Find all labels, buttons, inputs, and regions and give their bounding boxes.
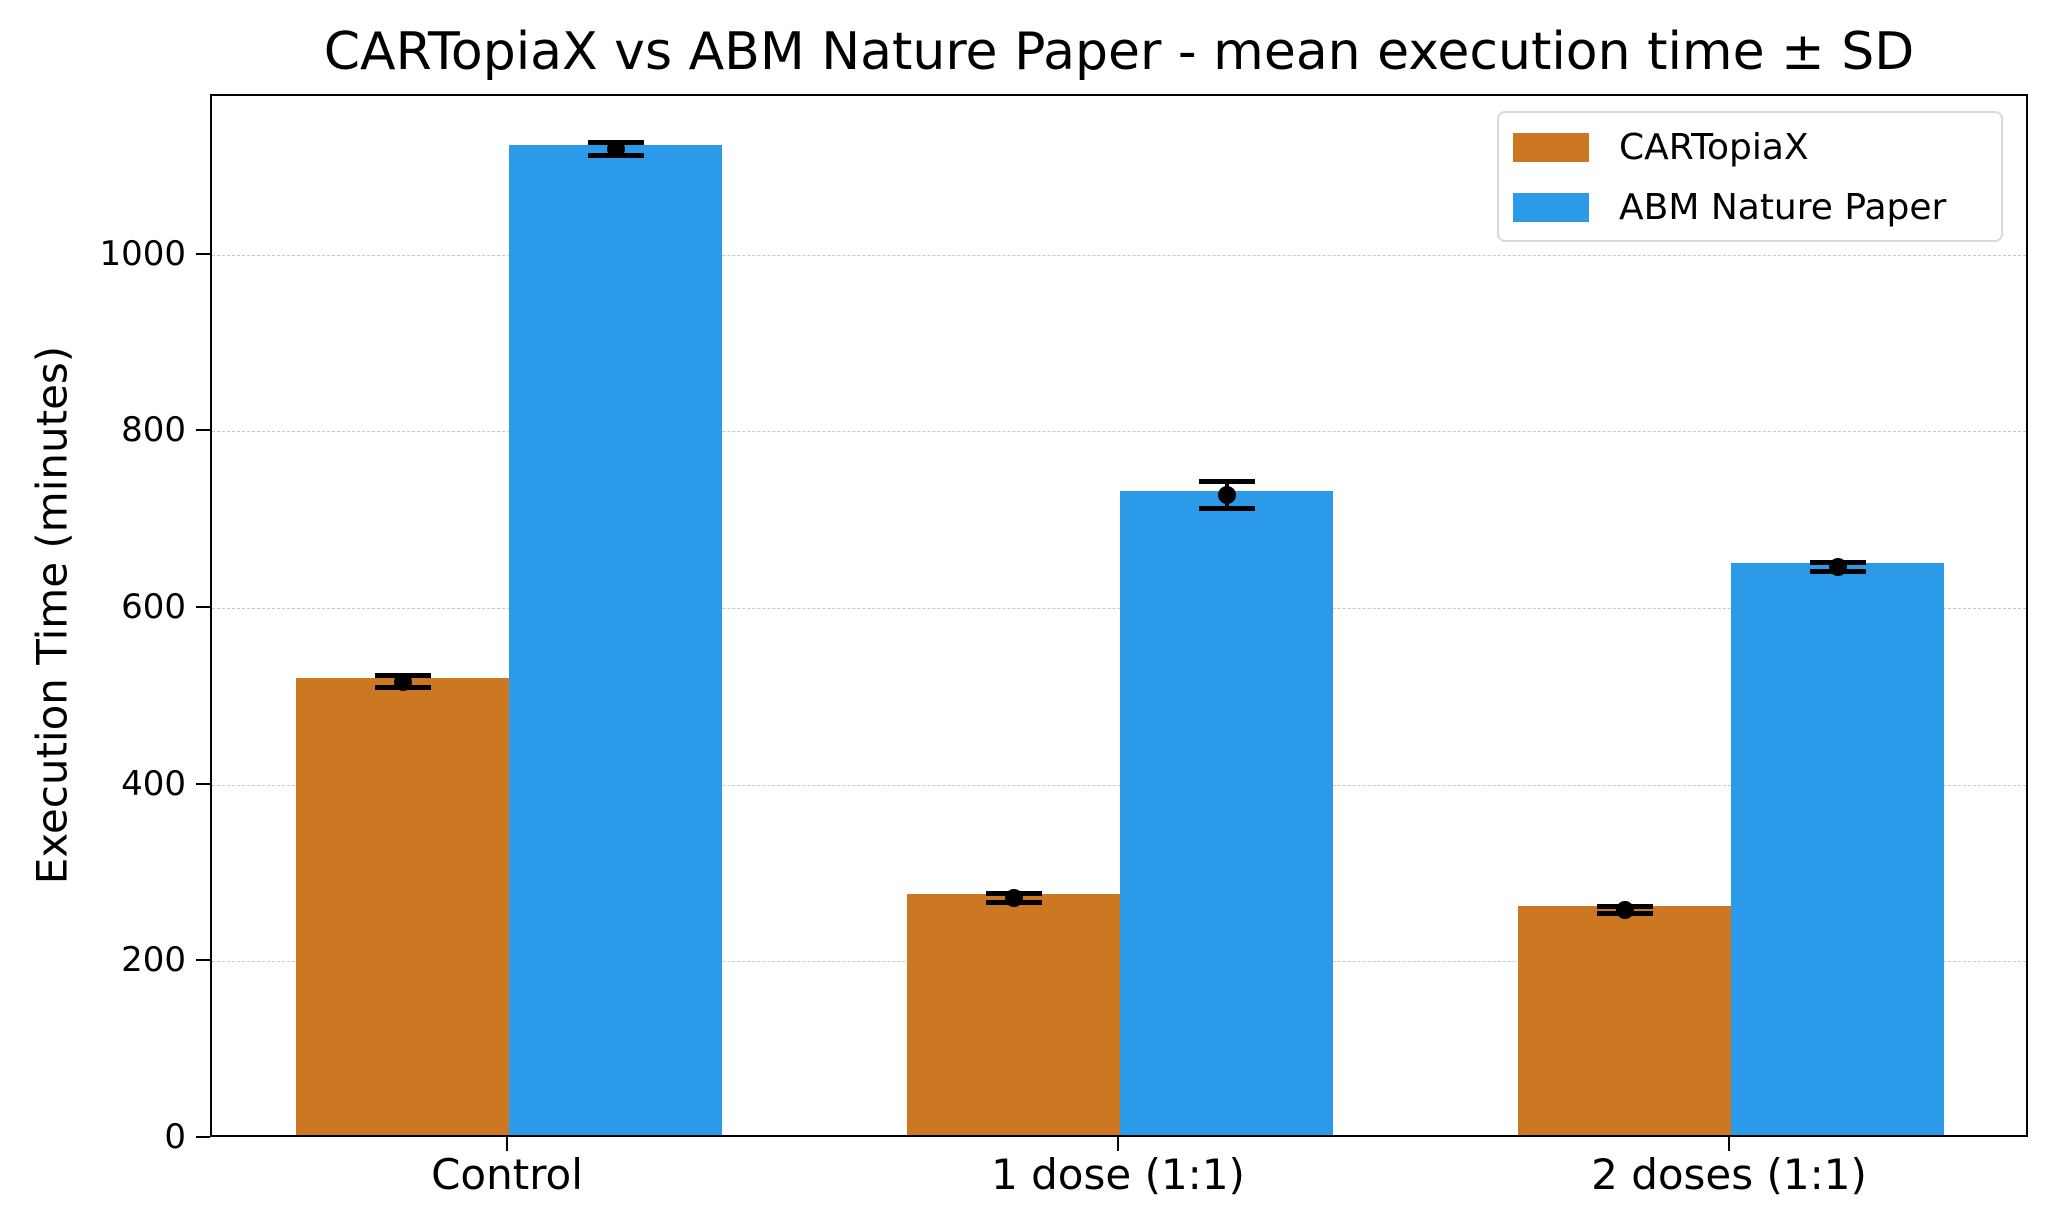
y-tick-label: 200 (121, 940, 186, 981)
error-cap-lower (1198, 505, 1255, 511)
y-axis-label: Execution Time (minutes) (27, 345, 77, 885)
gridline (212, 608, 2026, 610)
y-tick-label: 400 (121, 763, 186, 804)
legend-swatch-cartopiax (1513, 132, 1589, 162)
legend-label: CARTopiaX (1619, 126, 1809, 168)
gridline (212, 784, 2026, 786)
error-bar (1809, 557, 1866, 576)
mean-marker (1615, 901, 1634, 920)
bar-cartopiax-1-dose-1-1- (907, 893, 1120, 1135)
y-tick-label: 0 (164, 1117, 186, 1157)
bar-cartopiax-control (296, 677, 509, 1135)
plot-area (210, 94, 2028, 1137)
gridline (212, 254, 2026, 256)
error-bar (587, 139, 644, 158)
bar-cartopiax-2-doses-1-1- (1518, 906, 1731, 1135)
mean-marker (1004, 888, 1023, 907)
mean-marker (1828, 557, 1847, 576)
x-tick-mark (1728, 1137, 1730, 1151)
chart-title: CARTopiaX vs ABM Nature Paper - mean exe… (323, 22, 1915, 82)
bar-abm-nature-paper-1-dose-1-1- (1120, 491, 1333, 1135)
legend-label: ABM Nature Paper (1619, 186, 1947, 228)
legend-item-abm-nature-paper: ABM Nature Paper (1513, 186, 1947, 228)
legend-item-cartopiax: CARTopiaX (1513, 126, 1809, 168)
error-bar (985, 888, 1042, 907)
error-bar (1596, 901, 1653, 920)
y-tick-label: 800 (121, 410, 186, 451)
bar-abm-nature-paper-control (509, 145, 722, 1135)
x-tick-mark (506, 1137, 508, 1151)
x-tick-label: 1 dose (1:1) (991, 1150, 1245, 1199)
legend: CARTopiaX ABM Nature Paper (1497, 111, 2003, 242)
bar-abm-nature-paper-2-doses-1-1- (1731, 562, 1944, 1135)
error-bar (374, 672, 431, 691)
y-tick-mark (196, 1136, 210, 1138)
gridline (212, 431, 2026, 433)
legend-swatch-abm (1513, 192, 1589, 222)
y-tick-mark (196, 782, 210, 785)
mean-marker (606, 139, 625, 158)
x-tick-label: Control (431, 1150, 583, 1199)
y-tick-mark (196, 429, 210, 432)
y-tick-mark (196, 252, 210, 255)
error-bar (1198, 479, 1255, 511)
x-tick-mark (1117, 1137, 1119, 1151)
y-tick-label: 600 (121, 587, 186, 628)
y-tick-mark (196, 959, 210, 962)
mean-marker (393, 672, 412, 691)
y-tick-label: 1000 (99, 233, 186, 274)
mean-marker (1217, 486, 1236, 505)
y-tick-mark (196, 606, 210, 609)
x-tick-label: 2 doses (1:1) (1591, 1150, 1867, 1199)
